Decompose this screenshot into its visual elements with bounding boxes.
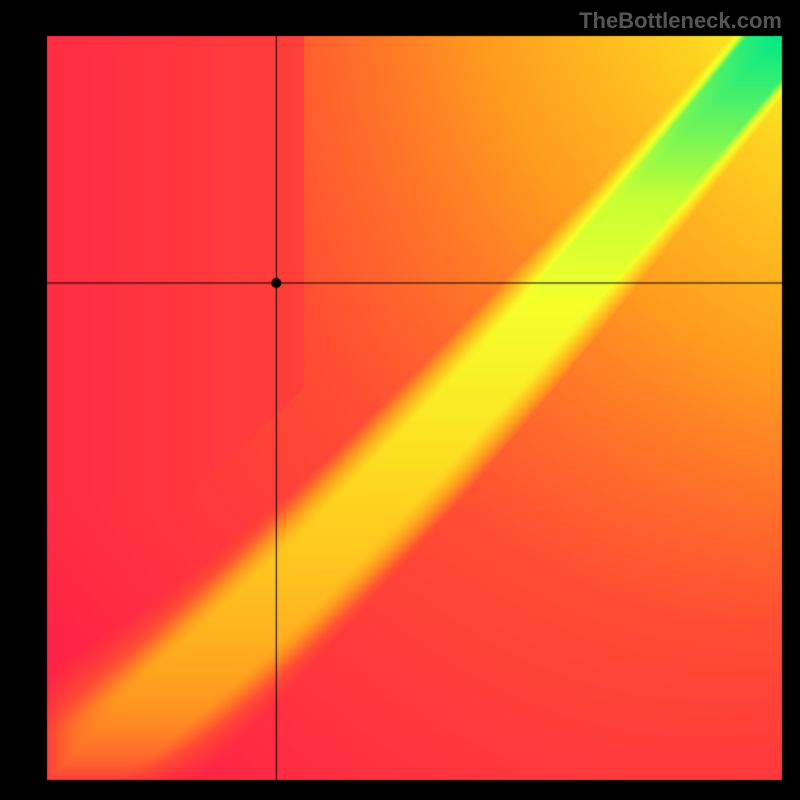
- chart-container: TheBottleneck.com: [0, 0, 800, 800]
- watermark-text: TheBottleneck.com: [579, 8, 782, 34]
- heatmap-canvas: [0, 0, 800, 800]
